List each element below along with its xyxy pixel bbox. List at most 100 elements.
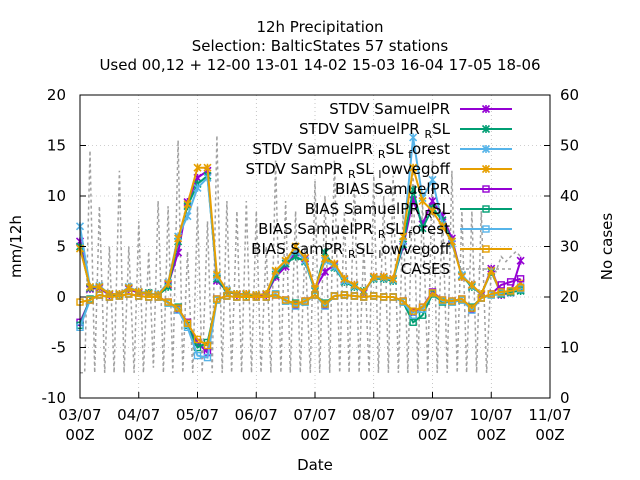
- legend-label-part: f: [408, 148, 413, 161]
- data-point: [481, 144, 491, 154]
- y-tick-label: 5: [56, 238, 66, 256]
- y2-tick-label: 10: [560, 339, 579, 357]
- data-point: [482, 185, 490, 193]
- data-point: [105, 293, 114, 301]
- title-line: Used 00,12 + 12-00 13-01 14-02 15-03 16-…: [99, 56, 540, 74]
- data-point: [321, 300, 329, 308]
- y-axis-ticks: -10 -5 0 5 10 15 20: [42, 86, 86, 407]
- data-point: [409, 318, 417, 326]
- y-tick-label: -10: [42, 389, 67, 407]
- data-point: [467, 280, 476, 289]
- data-point: [380, 293, 388, 301]
- data-point: [174, 304, 182, 312]
- legend-label: STDV SamuelPR RSL forest: [252, 140, 450, 161]
- data-point: [468, 304, 476, 312]
- legend-label-part: f: [408, 228, 413, 241]
- x-tick-label: 04/07: [117, 406, 160, 424]
- x-tick-label: 09/07: [411, 406, 454, 424]
- legend-entry: STDV SamuelPR RSL forest: [252, 140, 512, 161]
- series-3: [75, 163, 525, 300]
- data-point: [262, 293, 270, 301]
- data-point: [135, 292, 143, 300]
- x-axis-ticks: 03/07 00Z 04/07 00Z 05/07 00Z 06/07 00Z 07/07 00Z…: [58, 392, 572, 444]
- series-line: [79, 166, 522, 297]
- data-point: [487, 290, 495, 298]
- x-tick-label: 06/07: [235, 406, 278, 424]
- legend-entry: STDV SamPR RSL lowvegoff: [245, 160, 512, 181]
- data-point: [301, 297, 309, 305]
- data-point: [350, 280, 359, 289]
- data-point: [340, 274, 349, 283]
- data-point: [497, 281, 505, 289]
- x-tick-label-time: 00Z: [535, 426, 564, 444]
- data-point: [482, 205, 490, 213]
- data-point: [203, 341, 212, 350]
- data-point: [183, 319, 192, 327]
- legend-label-part: R: [348, 248, 356, 261]
- legend-label-part: SL: [386, 140, 405, 158]
- x-tick-label-time: 00Z: [300, 426, 329, 444]
- data-point: [164, 279, 173, 288]
- y-tick-label: -5: [51, 339, 66, 357]
- data-point: [291, 242, 300, 251]
- data-point: [115, 292, 124, 300]
- y2-axis-ticks: 0 10 20 30 40 50 60: [544, 86, 579, 407]
- legend-label-part: SL: [432, 120, 451, 138]
- legend-label: STDV SamuelPR: [329, 100, 450, 118]
- legend-entry: BIAS SamuelPR RSL: [305, 200, 512, 221]
- data-point: [164, 298, 172, 306]
- y2-axis-label: No cases: [598, 213, 616, 281]
- data-point: [311, 291, 319, 299]
- x-tick-label-time: 00Z: [183, 426, 212, 444]
- data-point: [457, 272, 466, 281]
- legend-label-part: STDV SamuelPR: [329, 100, 450, 118]
- data-point: [448, 297, 456, 305]
- data-point: [481, 104, 491, 114]
- data-point: [291, 300, 300, 308]
- legend-label-part: BIAS SamPR: [251, 240, 343, 258]
- data-point: [428, 207, 437, 216]
- data-point: [281, 256, 290, 265]
- legend-label: STDV SamPR RSL lowvegoff: [245, 160, 450, 181]
- data-point: [418, 224, 427, 233]
- legend-label: BIAS SamuelPR RSL: [305, 200, 451, 221]
- x-tick-label-time: 00Z: [359, 426, 388, 444]
- data-point: [428, 175, 437, 184]
- data-point: [481, 164, 491, 174]
- data-point: [203, 163, 212, 172]
- y2-tick-label: 0: [560, 389, 570, 407]
- data-point: [233, 293, 241, 301]
- data-point: [409, 163, 418, 172]
- data-point: [213, 295, 221, 303]
- legend-label-part: owvegoff: [381, 160, 450, 178]
- data-point: [193, 163, 202, 172]
- data-point: [389, 293, 397, 301]
- data-point: [516, 275, 525, 283]
- legend-label-part: orest: [412, 140, 450, 158]
- data-point: [428, 289, 437, 297]
- legend-label-part: R: [424, 208, 432, 221]
- data-point: [516, 284, 525, 292]
- data-point: [360, 293, 368, 301]
- data-point: [300, 253, 310, 262]
- data-point: [418, 303, 427, 311]
- legend-label-part: STDV SamuelPR: [299, 120, 420, 138]
- data-point: [330, 292, 339, 300]
- data-point: [409, 307, 417, 315]
- x-tick-label: 05/07: [176, 406, 219, 424]
- data-point: [340, 291, 349, 299]
- data-point: [330, 259, 339, 268]
- data-point: [320, 254, 330, 263]
- data-point: [95, 291, 104, 299]
- legend-label-part: R: [348, 168, 356, 181]
- x-tick-label: 11/07: [528, 406, 571, 424]
- legend-label-part: CASES: [401, 260, 450, 278]
- data-point: [481, 124, 491, 134]
- legend-label-part: SL: [386, 220, 405, 238]
- data-point: [438, 296, 447, 304]
- y2-tick-label: 30: [560, 238, 579, 256]
- data-point: [193, 335, 202, 344]
- legend-label: STDV SamuelPR RSL: [299, 120, 451, 141]
